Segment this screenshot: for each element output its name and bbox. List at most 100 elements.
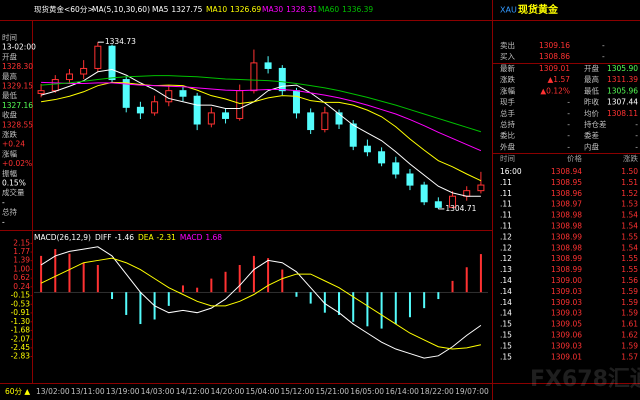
low-label: 1304.71 [445,204,476,213]
quote-label: 开盘 [584,63,599,73]
candle-body [236,90,244,119]
trade-cell: 1.52 [621,189,638,198]
trade-cell: 1.53 [621,200,638,209]
y-tick-label: -0.91 [11,308,31,317]
quote-label: 最高 [584,74,599,84]
candle-body [80,67,88,75]
x-tick-label: 16/14:00 [385,387,419,396]
candle-body [250,62,258,92]
macd-bar [167,292,170,306]
quote-label: 最新 [500,63,515,73]
symbol-name: 现货黄金 [518,3,559,16]
high-label: 1334.73 [105,37,136,46]
macd-bar [309,292,312,304]
trade-cell: 1309.05 [551,320,582,329]
macd-bar [54,249,57,293]
trade-cell: 1309.03 [551,298,582,307]
macd-field: -2.31 [156,233,176,242]
ma-value: MA5 1327.75 [152,5,203,14]
y-tick-label: 1.39 [13,256,30,265]
quote-label: 昨收 [584,97,599,107]
trade-cell: 1309.03 [551,287,582,296]
candle-body [222,112,230,119]
trade-cell: 1309.01 [551,352,582,361]
candle-body [434,201,442,208]
trade-cell: 1308.99 [551,232,582,241]
info-label: 时间 [2,32,17,42]
quote-label: 持仓差 [584,119,607,129]
info-value: +0.02% [2,159,32,168]
quote-value: 1307.44 [607,98,638,107]
info-value: - [2,217,5,226]
y-tick-label: 0.62 [13,273,30,282]
trade-cell: .13 [500,265,512,274]
macd-field: DIFF [95,233,112,242]
macd-header: MACD(26,12,9) DIFF -1.46 DEA -2.31 MACD 1.68 [34,233,222,242]
ma-number: 1327.75 [171,5,202,14]
macd-bar [295,292,298,297]
symbol: XAU [500,6,517,15]
trade-cell: .15 [500,352,512,361]
macd-bar [196,287,199,293]
trade-cell: 1308.97 [551,200,582,209]
info-label: 总持 [2,207,17,217]
x-tick-label: 16/05:00 [350,387,384,396]
quote-label: 买入 [500,52,515,61]
trade-cell: 1308.98 [551,243,582,252]
candle-body [65,73,73,81]
info-label: 振幅 [2,168,17,178]
quote-label: 外盘 [500,141,515,151]
trade-cell: .14 [500,309,512,318]
candle-body [264,62,272,69]
macd-bar [323,292,326,313]
macd-bar [366,292,369,327]
macd-bar [267,258,270,293]
macd-bar [479,254,482,293]
info-label: 最低 [2,90,17,100]
y-tick-label: -2.07 [11,334,31,343]
quote-value: - [635,120,638,129]
info-label: 涨跌 [2,129,17,139]
quote-label: 均价 [584,108,599,118]
info-label: 成交量 [2,187,25,197]
macd-bar [68,253,71,293]
trade-cell: .11 [500,222,512,231]
trade-cell: 1308.94 [551,167,582,176]
candle-body [477,184,485,192]
candle-body [392,162,400,175]
trade-cell: .14 [500,276,512,285]
candle-body [207,112,215,125]
candle-body [94,45,102,69]
trade-cell: .11 [500,178,512,187]
quote-label: 涨跌 [500,74,515,84]
candle-body [165,90,173,103]
quote-label: 卖出 [500,40,515,50]
quote-value: - [567,142,570,151]
info-label: 开盘 [2,51,17,61]
info-value: 1327.16 [2,101,33,110]
candle-body [307,112,315,131]
trade-cell: 1308.99 [551,265,582,274]
trade-cell: 1309.06 [551,331,582,340]
trade-cell: 1.61 [621,320,638,329]
macd-bar [465,267,468,293]
trade-cell: .11 [500,189,512,198]
trade-cell: 1308.98 [551,211,582,220]
trade-cell: 1309.03 [551,341,582,350]
candle-body [449,195,457,208]
y-tick-label: 0.24 [13,282,30,291]
x-tick-label: 13/11:00 [71,387,105,396]
ma-number: 1336.39 [342,5,373,14]
quote-value: 1305.90 [607,64,638,73]
candle-body [349,123,357,147]
ma-line [41,81,482,152]
x-tick-label: 14/12:00 [176,387,210,396]
y-tick-label: -2.45 [11,343,31,352]
x-tick-label: 19/07:00 [455,387,489,396]
trade-cell: 1.62 [621,331,638,340]
macd-bar [125,292,128,315]
quote-value: - [567,120,570,129]
x-tick-label: 15/04:00 [246,387,280,396]
period-button[interactable]: 60分 ▲ [5,387,30,396]
